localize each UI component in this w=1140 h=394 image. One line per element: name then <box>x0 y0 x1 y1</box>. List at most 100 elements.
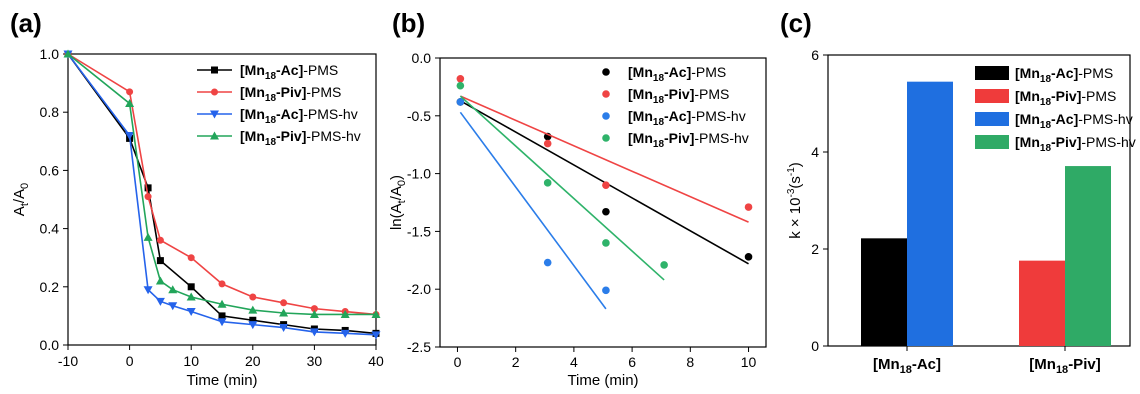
panel-a-legend-marker <box>210 110 219 119</box>
panel-c-legend-swatch <box>975 66 1009 80</box>
panel-a-point <box>217 318 227 327</box>
panel-a-point <box>144 184 152 192</box>
panel-c-ytick-label: 0 <box>811 338 819 354</box>
panel-b-xtick-label: 4 <box>570 354 578 370</box>
panel-c-bar <box>1065 166 1111 346</box>
panel-b-point <box>602 286 610 295</box>
panel-b-point <box>456 81 465 90</box>
panel-b-point <box>456 98 465 106</box>
panel-c: (c) 0 2 4 6 k × 10-3(s-1) [Mn18-Ac] [Mn18-Piv] [… <box>780 8 1136 376</box>
panel-a-point <box>186 308 196 317</box>
panel-a-point <box>144 193 152 201</box>
panel-b-ytick-label: -1.5 <box>407 223 431 239</box>
panel-b-point <box>543 258 552 267</box>
panel-c-legend-label: [Mn18-Ac]-PMS <box>1015 65 1113 85</box>
panel-a-point <box>248 305 258 314</box>
panel-b-point <box>660 261 668 269</box>
panel-a-point <box>168 285 178 294</box>
panel-a-ytick-label: 1.0 <box>40 46 60 62</box>
panel-c-ylabel: k × 10-3(s-1) <box>786 162 804 239</box>
panel-c-legend-swatch <box>975 135 1009 149</box>
panel-a-legend-label: [Mn18-Piv]-PMS-hv <box>240 128 361 148</box>
panel-a-point <box>309 309 319 318</box>
panel-c-label: (c) <box>780 8 812 38</box>
panel-a-label: (a) <box>10 8 42 38</box>
panel-a-xtick-label: 30 <box>307 353 323 369</box>
panel-b-legend-label: [Mn18-Piv]-PMS <box>628 86 729 106</box>
panel-a-point <box>248 321 258 330</box>
panel-c-legend-swatch <box>975 112 1009 126</box>
panel-c-category-label: [Mn18-Piv] <box>1029 356 1100 376</box>
panel-a-point <box>168 302 178 311</box>
panel-b-legend-marker <box>602 134 610 142</box>
panel-b-label: (b) <box>392 8 425 38</box>
panel-a-xlabel: Time (min) <box>186 372 257 389</box>
panel-b-point <box>744 203 753 211</box>
panel-c-category-label: [Mn18-Ac] <box>873 356 941 376</box>
panel-a-point <box>249 316 257 324</box>
panel-b-ytick-label: -0.5 <box>407 108 431 124</box>
panel-a-point <box>125 98 135 107</box>
panel-b-point <box>543 139 552 148</box>
panel-b-point <box>744 253 753 261</box>
panel-a-legend-marker <box>211 66 218 74</box>
panel-a-point <box>310 305 318 313</box>
panel-a-point <box>187 254 195 262</box>
panel-b-fit-line <box>459 95 665 281</box>
panel-b-xtick-label: 8 <box>686 354 694 370</box>
panel-a-point <box>217 299 227 308</box>
panel-b-point <box>602 239 610 247</box>
panel-a-ytick-label: 0.4 <box>40 221 60 237</box>
panel-b-ytick-label: -2.0 <box>407 281 431 297</box>
panel-b-xtick-label: 6 <box>628 354 636 370</box>
panel-a-point <box>309 328 319 337</box>
panel-a-series-line <box>67 53 377 336</box>
panel-a-ytick-label: 0.6 <box>40 162 60 178</box>
panel-a-point <box>155 297 165 306</box>
panel-b-ytick-label: 0.0 <box>412 50 432 66</box>
panel-b-xtick-label: 10 <box>741 354 757 370</box>
panel-a-point <box>187 283 195 291</box>
panel-b-xlabel: Time (min) <box>567 372 638 389</box>
panel-a-point <box>143 232 153 241</box>
panel-a-legend-marker <box>210 131 219 140</box>
panel-a-legend-label: [Mn18-Ac]-PMS <box>240 62 338 82</box>
panel-b-legend-label: [Mn18-Piv]-PMS-hv <box>628 130 749 150</box>
panel-a-point <box>279 324 289 333</box>
panel-b-frame <box>439 57 767 348</box>
panel-a-xtick-label: 40 <box>368 353 384 369</box>
panel-c-legend-label: [Mn18-Ac]-PMS-hv <box>1015 111 1133 131</box>
panel-c-bar <box>1019 260 1065 346</box>
panel-b-legend-label: [Mn18-Ac]-PMS <box>628 64 726 84</box>
panel-b-fit-line <box>460 95 749 223</box>
panel-a-point <box>279 308 289 317</box>
panel-b-legend-marker <box>602 68 610 76</box>
panel-a-xtick-label: 20 <box>245 353 261 369</box>
panel-a-legend-label: [Mn18-Piv]-PMS <box>240 84 341 104</box>
panel-a-ylabel: At/A0 <box>11 183 31 216</box>
panel-a-frame <box>67 53 377 346</box>
panel-b-point <box>456 75 465 83</box>
panel-b-fit-line <box>459 111 607 310</box>
panel-a-point <box>155 276 165 285</box>
panel-b-point <box>602 207 610 216</box>
panel-a-point <box>156 236 164 244</box>
panel-a-xtick-label: -10 <box>58 353 78 369</box>
panel-a-point <box>371 331 381 340</box>
panel-b-legend-marker <box>602 112 610 120</box>
panel-a-series-line <box>67 53 376 316</box>
panel-a-point <box>218 280 226 288</box>
panel-b-ytick-label: -2.5 <box>407 339 431 355</box>
panel-a-ytick-label: 0.2 <box>40 279 60 295</box>
panel-a-point <box>143 286 153 295</box>
panel-a-xtick-label: 10 <box>183 353 199 369</box>
panel-c-ytick-label: 2 <box>811 241 819 257</box>
panel-c-legend-label: [Mn18-Piv]-PMS-hv <box>1015 134 1136 154</box>
panel-a-point <box>126 88 134 96</box>
panel-a-point <box>340 309 350 318</box>
panel-c-legend-label: [Mn18-Piv]-PMS <box>1015 88 1116 108</box>
panel-b-legend-marker <box>602 90 610 98</box>
panel-b-xtick-label: 2 <box>512 354 520 370</box>
panel-c-frame <box>827 54 1131 347</box>
panel-a-point <box>186 292 196 301</box>
